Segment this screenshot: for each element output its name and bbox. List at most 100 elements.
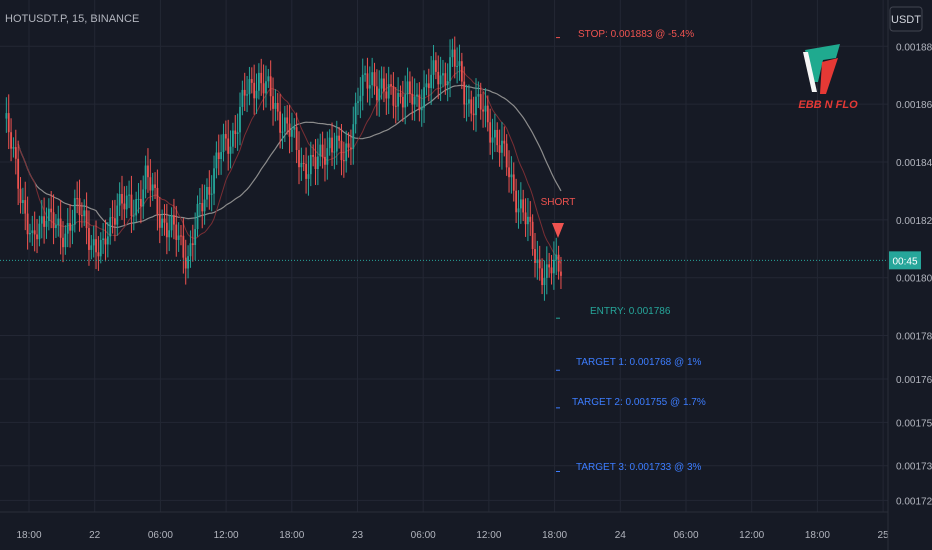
target-2-label: TARGET 2: 0.001755 @ 1.7%: [572, 397, 706, 408]
candle-body: [269, 76, 272, 97]
candle-body: [437, 71, 440, 85]
candle-body: [316, 156, 319, 170]
candle-body: [524, 212, 527, 225]
candle-body: [173, 215, 175, 225]
candle-body: [550, 267, 553, 274]
candle-body: [71, 224, 74, 231]
candle-body: [453, 49, 456, 67]
candle-body: [309, 154, 312, 175]
candle-body: [413, 96, 416, 105]
candle-body: [198, 203, 201, 205]
x-tick-label: 24: [615, 530, 627, 541]
candle-body: [114, 218, 116, 225]
candle-body: [5, 113, 8, 119]
candle-body: [149, 177, 152, 191]
candle-body: [66, 223, 69, 234]
candle-body: [527, 216, 529, 225]
candle-body: [475, 96, 477, 116]
candle-body: [515, 190, 518, 213]
candle-body: [479, 94, 482, 110]
candle-body: [411, 93, 414, 105]
candle-body: [468, 99, 470, 104]
candle-body: [50, 208, 53, 213]
candle-body: [85, 210, 88, 229]
candle-body: [463, 81, 466, 105]
currency-button[interactable]: USDT: [889, 6, 923, 32]
candle-body: [139, 198, 142, 207]
candle-body: [260, 72, 263, 84]
candle-body: [83, 210, 86, 217]
x-tick-label: 12:00: [476, 530, 501, 541]
candle-body: [239, 106, 241, 133]
candle-body: [45, 220, 48, 227]
candle-body: [210, 193, 213, 195]
candle-body: [128, 194, 130, 196]
candle-body: [21, 200, 24, 204]
candle-body: [168, 230, 171, 238]
candle-body: [484, 105, 487, 112]
candle-body: [342, 160, 345, 162]
candle-body: [257, 72, 260, 91]
x-tick-label: 06:00: [148, 530, 173, 541]
candle-body: [378, 88, 381, 101]
candle-body: [394, 105, 397, 107]
candle-body: [29, 232, 31, 235]
candle-body: [125, 195, 128, 210]
candle-body: [383, 78, 385, 92]
candle-body: [246, 94, 248, 96]
candle-body: [347, 143, 350, 148]
candle-body: [536, 259, 539, 263]
candle-body: [26, 213, 29, 235]
candle-body: [78, 198, 81, 216]
candle-body: [175, 224, 178, 240]
candle-body: [253, 82, 256, 99]
candle-body: [220, 152, 223, 160]
candle-body: [307, 174, 310, 179]
candle-body: [36, 234, 38, 240]
candle-body: [482, 109, 484, 112]
candle-body: [560, 271, 562, 276]
x-tick-label: 18:00: [279, 530, 304, 541]
y-tick-label: 0.001723: [896, 496, 932, 507]
candle-body: [262, 83, 265, 94]
candle-body: [498, 145, 501, 153]
candle-body: [135, 199, 138, 216]
candle-body: [106, 236, 109, 245]
candle-body: [552, 259, 555, 274]
short-signal-arrow-icon: [552, 223, 564, 238]
candle-body: [416, 94, 418, 97]
candle-body: [517, 208, 520, 213]
candle-body: [99, 240, 102, 257]
candle-body: [24, 200, 27, 214]
y-tick-label: 0.001765: [896, 375, 932, 386]
countdown-badge: 00:45: [889, 251, 921, 270]
candle-body: [451, 49, 454, 58]
candle-body: [321, 144, 324, 157]
candle-body: [538, 259, 541, 269]
short-signal: SHORT: [541, 197, 575, 238]
candle-body: [232, 130, 234, 147]
candle-body: [17, 158, 20, 189]
candle-body: [534, 249, 536, 263]
candle-body: [147, 165, 149, 178]
candle-body: [406, 81, 409, 95]
candle-body: [90, 245, 93, 250]
candle-body: [423, 87, 425, 108]
candle-body: [555, 254, 558, 260]
candle-body: [276, 102, 279, 112]
candle-body: [43, 216, 46, 227]
candle-body: [118, 193, 121, 206]
candle-body: [302, 162, 305, 164]
candle-body: [40, 216, 43, 224]
candle-body: [314, 156, 317, 170]
candle-body: [111, 217, 114, 219]
candle-body: [222, 134, 225, 153]
x-tick-label: 06:00: [673, 530, 698, 541]
x-tick-label: 12:00: [739, 530, 764, 541]
candle-body: [331, 137, 333, 153]
candle-body: [203, 199, 206, 212]
